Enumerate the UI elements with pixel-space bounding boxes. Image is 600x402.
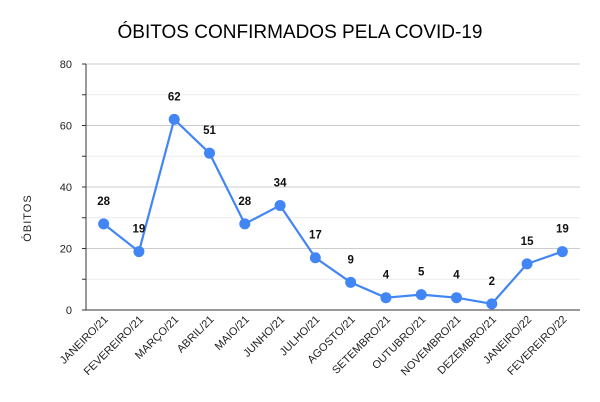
series-line — [102, 118, 563, 305]
y-tick-label: 40 — [60, 182, 72, 194]
data-point — [98, 218, 110, 230]
data-label: 4 — [453, 270, 460, 282]
x-tick-label: ABRIL/21 — [175, 314, 217, 356]
data-label: 28 — [238, 196, 251, 208]
data-point — [133, 246, 145, 258]
data-label: 5 — [418, 267, 425, 279]
y-tick-label: 80 — [60, 59, 72, 71]
y-axis-ticks: 0 20 40 60 80 — [60, 59, 86, 317]
data-label: 9 — [347, 254, 353, 266]
data-point — [239, 218, 251, 230]
series-group — [98, 113, 568, 310]
data-label: 34 — [274, 177, 287, 189]
data-point — [521, 258, 533, 270]
data-label: 15 — [521, 236, 534, 248]
data-labels: 28 19 62 51 28 34 17 9 4 5 4 2 15 19 — [97, 91, 569, 288]
data-label: 4 — [383, 270, 390, 282]
data-point — [309, 252, 321, 264]
data-point — [274, 199, 286, 211]
data-label: 62 — [168, 91, 181, 103]
data-point — [204, 147, 215, 159]
y-tick-label: 20 — [60, 244, 72, 256]
data-point — [451, 292, 462, 304]
data-point — [556, 246, 568, 258]
data-point — [168, 113, 180, 125]
x-tick-label: NOVEMBRO/21 — [399, 314, 464, 379]
data-label: 51 — [203, 125, 216, 137]
data-label: 19 — [556, 224, 569, 236]
data-point — [345, 276, 357, 288]
y-tick-label: 60 — [60, 121, 72, 133]
y-axis-label: ÓBITOS — [21, 194, 34, 241]
chart-title: ÓBITOS CONFIRMADOS PELA COVID-19 — [118, 21, 483, 43]
gridlines — [85, 63, 580, 311]
data-point — [415, 289, 427, 301]
data-label: 19 — [133, 224, 146, 236]
data-label: 17 — [309, 230, 322, 242]
data-point — [380, 292, 392, 304]
x-axis-ticks: JANEIRO/21FEVEREIRO/21MARÇO/21ABRIL/21MA… — [58, 314, 570, 379]
data-point — [486, 298, 498, 310]
data-label: 2 — [489, 276, 495, 288]
data-label: 28 — [97, 196, 110, 208]
y-tick-label: 0 — [66, 305, 72, 317]
